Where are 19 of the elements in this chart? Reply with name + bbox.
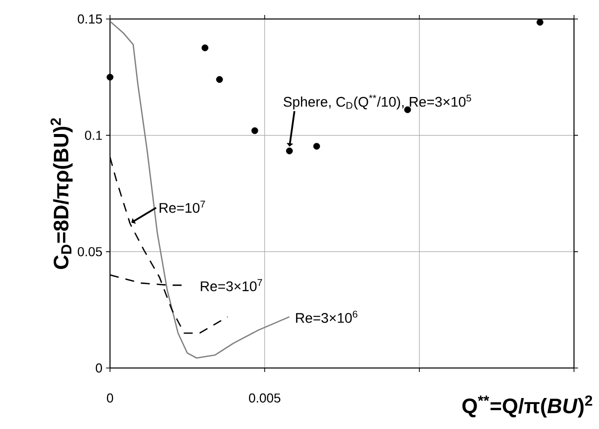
text: Sphere, C$_{D}$(Q$^{**}$/10), Re=3×10$^{5}$ [284, 94, 472, 110]
x-axis-title: Q$^{**}$=Q/π(BU)$^{2}$ [462, 395, 592, 418]
point [202, 44, 208, 52]
point [106, 74, 114, 81]
y-tick-label: 0.15 [78, 14, 102, 24]
y-tick-label: 0.05 [78, 247, 102, 256]
point [286, 148, 293, 154]
y-axis-title: C$_{D}$=8D/πρ(BU)$^{2}$ [50, 118, 73, 269]
x-tick-label: 0.005 [248, 393, 280, 403]
point [313, 142, 320, 150]
point [216, 76, 223, 83]
point [404, 106, 411, 114]
series-label: Re=3×10$^{7}$ [200, 279, 262, 292]
legend-label: Re=10$^{7}$ [160, 200, 205, 213]
y-tick-label: 0 [96, 363, 102, 373]
series-label: Re=3×10$^{6}$ [296, 310, 358, 323]
point [251, 127, 258, 134]
y-tick-label: 0.1 [84, 130, 102, 140]
point [536, 18, 544, 26]
